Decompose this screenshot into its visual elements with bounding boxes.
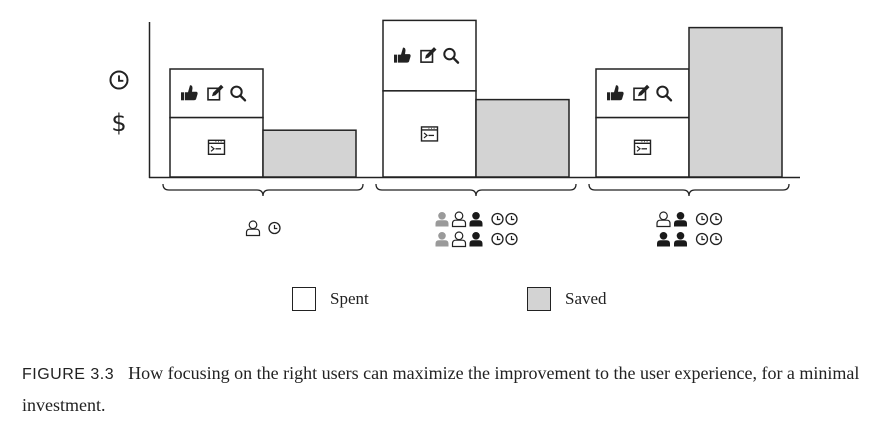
clock-icon (268, 221, 281, 235)
legend-label-saved: Saved (565, 289, 607, 308)
saved-bar (262, 129, 357, 178)
user-solid-icon (469, 232, 483, 247)
user-solid-icon (469, 212, 483, 227)
figure-number: FIGURE 3.3 (22, 366, 115, 383)
figure-caption: FIGURE 3.3 How focusing on the right user… (22, 358, 882, 420)
saved-bar (475, 98, 570, 178)
legend-swatch-spent (292, 287, 316, 311)
legend-label-spent: Spent (330, 289, 369, 308)
caption-text: How focusing on the right users can maxi… (22, 363, 860, 415)
user-gray-icon (435, 212, 449, 227)
clock-icon (505, 232, 518, 246)
user-gray-icon (435, 232, 449, 247)
user-outline-icon (245, 220, 261, 237)
clock-icon (505, 212, 518, 226)
clock-icon (491, 232, 504, 246)
group-brace (375, 183, 577, 197)
user-solid-icon (657, 232, 670, 247)
dollar-axis-symbol: $ (111, 109, 126, 137)
time-axis-icon (109, 70, 129, 90)
clock-icon (491, 212, 504, 226)
clock-icon (695, 232, 709, 246)
clock-icon (695, 212, 709, 226)
user-outline-icon (656, 211, 671, 228)
saved-bar (688, 26, 783, 178)
group-brace (588, 183, 790, 197)
legend-spent: Spent (292, 286, 369, 312)
diagram-marks (162, 19, 790, 248)
user-solid-icon (674, 232, 687, 247)
user-outline-icon (451, 231, 467, 248)
user-solid-icon (674, 212, 687, 227)
spent-bar-lower (595, 116, 690, 178)
legend-saved: Saved (527, 286, 607, 312)
spent-bar-lower (382, 90, 477, 178)
clock-icon (709, 232, 723, 246)
legend-swatch-saved (527, 287, 551, 311)
group-brace (162, 183, 364, 197)
clock-icon (709, 212, 723, 226)
spent-bar-lower (169, 116, 264, 178)
user-outline-icon (451, 211, 467, 228)
figure-diagram: $ (109, 19, 800, 248)
